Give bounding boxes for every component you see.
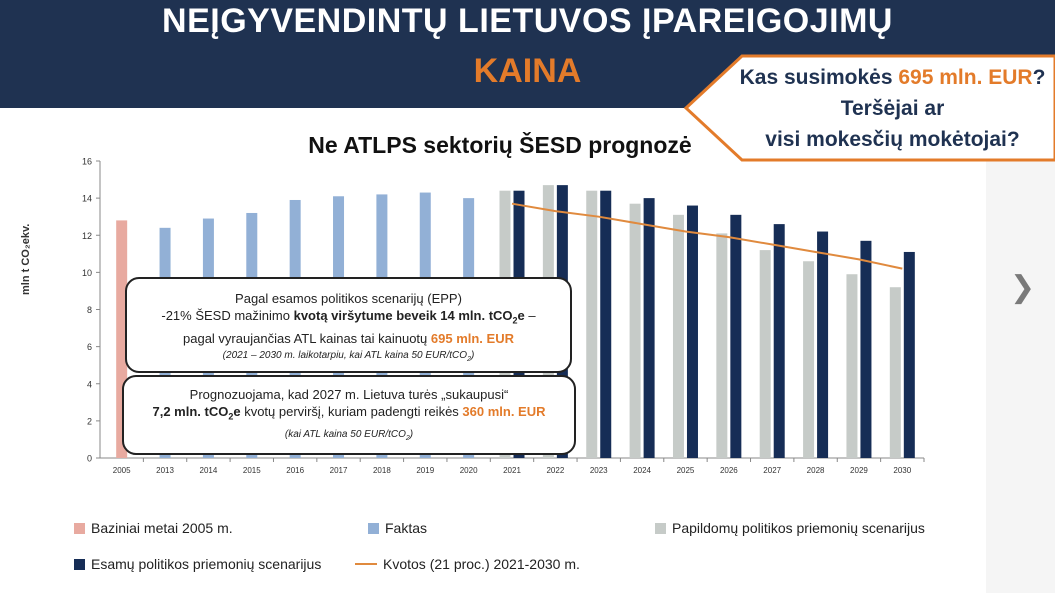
quota-line [511, 202, 903, 270]
x-tick-label: 2028 [807, 466, 825, 475]
bar-2030 [903, 251, 915, 458]
x-tick-label: 2018 [373, 466, 391, 475]
y-tick-label: 0 [87, 454, 92, 464]
callout-text: Kas susimokės 695 mln. EUR? Teršėjai ar … [739, 66, 1046, 151]
x-tick-label: 2021 [503, 466, 521, 475]
chart-title: Ne ATLPS sektorių ŠESD prognozė [308, 132, 692, 158]
side-strip [986, 108, 1055, 593]
epp-line2: -21% ŠESD mažinimo kvotą viršytume bevei… [161, 308, 536, 326]
legend-item-actual: Faktas [368, 520, 427, 536]
x-tick-label: 2017 [330, 466, 348, 475]
x-tick-label: 2013 [156, 466, 174, 475]
x-tick-label: 2023 [590, 466, 608, 475]
y-tick-label: 6 [87, 342, 92, 352]
bar-2005 [116, 220, 128, 458]
forecast-line2: 7,2 mln. tCO2e kvotų perviršį, kuriam pa… [152, 404, 546, 422]
forecast-line1: Prognozuojama, kad 2027 m. Lietuva turės… [189, 387, 509, 402]
x-tick-label: 2026 [720, 466, 738, 475]
bar-2023 [586, 190, 598, 458]
legend-item-existing-scenario: Esamų politikos priemonių scenarijus [74, 556, 321, 572]
forecast-info-box: Prognozuojama, kad 2027 m. Lietuva turės… [122, 375, 576, 455]
epp-line1: Pagal esamos politikos scenarijų (EPP) [235, 291, 462, 306]
legend-swatch [74, 522, 85, 534]
bar-2024 [643, 198, 655, 458]
y-tick-label: 12 [82, 231, 92, 241]
page-title: NEĮGYVENDINTŲ LIETUVOS ĮPAREIGOJIMŲ [162, 2, 893, 40]
y-tick-label: 4 [87, 379, 92, 389]
x-tick-label: 2019 [416, 466, 434, 475]
legend-swatch [655, 522, 666, 534]
legend-item-additional-scenario: Papildomų politikos priemonių scenarijus [655, 520, 925, 536]
legend-swatch [368, 522, 379, 534]
x-tick-label: 2016 [286, 466, 304, 475]
bar-2027 [759, 250, 771, 458]
legend-item-base-year: Baziniai metai 2005 m. [74, 520, 233, 536]
legend-line-swatch [355, 563, 377, 565]
bar-2027 [773, 224, 785, 458]
y-tick-label: 16 [82, 157, 92, 167]
x-tick-label: 2005 [113, 466, 131, 475]
x-tick-label: 2027 [763, 466, 781, 475]
legend-swatch [74, 558, 85, 570]
x-tick-label: 2024 [633, 466, 651, 475]
page-subtitle: KAINA [473, 52, 582, 90]
bar-2023 [600, 190, 612, 458]
next-slide-icon[interactable]: ❯ [1010, 271, 1036, 304]
epp-line3: pagal vyraujančias ATL kainas tai kainuo… [183, 330, 514, 346]
bar-2029 [860, 240, 872, 458]
bar-2028 [803, 261, 815, 458]
bar-2024 [629, 203, 641, 458]
y-tick-label: 8 [87, 305, 92, 315]
bar-2026 [716, 233, 728, 458]
bar-2025 [686, 205, 698, 458]
legend-item-quota-line: Kvotos (21 proc.) 2021-2030 m. [355, 556, 580, 572]
x-tick-label: 2020 [460, 466, 478, 475]
x-tick-label: 2015 [243, 466, 261, 475]
y-tick-label: 2 [87, 416, 92, 426]
y-tick-label: 10 [82, 268, 92, 278]
x-tick-label: 2022 [546, 466, 564, 475]
x-tick-label: 2030 [893, 466, 911, 475]
x-tick-label: 2029 [850, 466, 868, 475]
bar-2029 [846, 274, 858, 458]
forecast-line3: (kai ATL kaina 50 EUR/tCO2) [284, 428, 414, 442]
x-tick-label: 2025 [677, 466, 695, 475]
bar-2026 [730, 214, 742, 458]
x-tick-label: 2014 [200, 466, 218, 475]
bar-2025 [672, 214, 684, 458]
epp-line4: (2021 – 2030 m. laikotarpiu, kai ATL kai… [222, 349, 475, 363]
bar-2028 [817, 231, 829, 458]
epp-info-box: Pagal esamos politikos scenarijų (EPP) -… [125, 277, 572, 373]
bar-2030 [889, 287, 901, 458]
y-tick-label: 14 [82, 194, 92, 204]
